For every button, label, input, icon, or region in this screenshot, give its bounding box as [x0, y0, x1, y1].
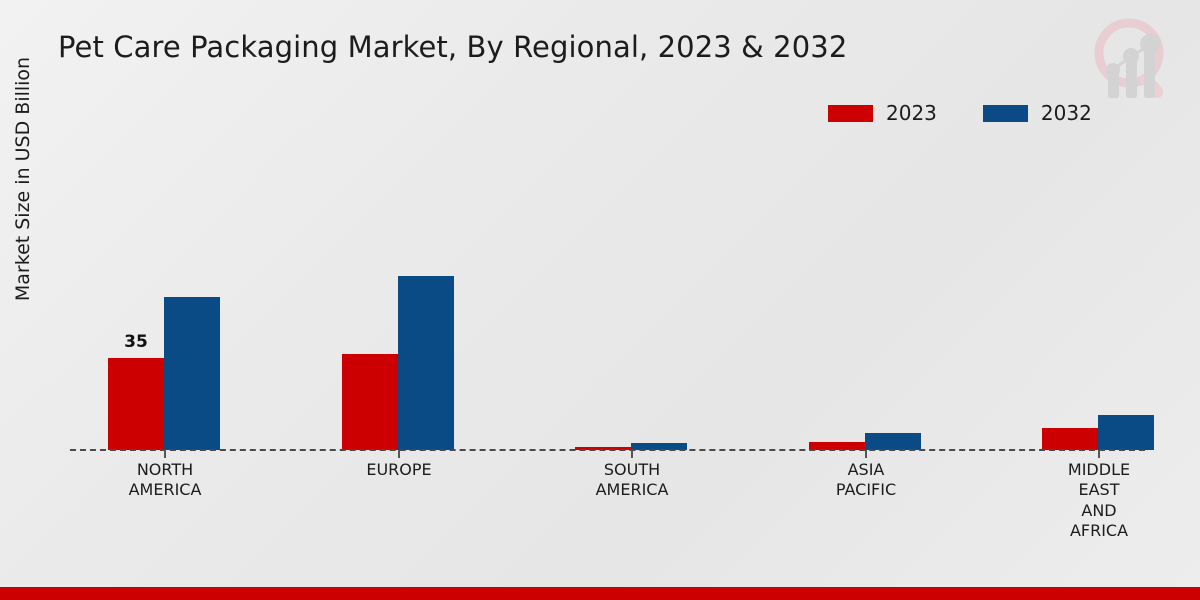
legend-item-2023[interactable]: 2023 [828, 103, 937, 123]
x-axis-label-asia-pacific: ASIA PACIFIC [835, 460, 897, 500]
legend-item-2032[interactable]: 2032 [982, 101, 1092, 125]
bar-2032-middle-east-and-africa[interactable] [1098, 415, 1154, 450]
chart-title: Pet Care Packaging Market, By Regional, … [58, 30, 848, 64]
y-axis-title: Market Size in USD Billion [12, 56, 34, 302]
bar-2023-north-america[interactable]: 35 [108, 332, 164, 450]
legend-label-2023: 2023 [886, 101, 937, 125]
bar-2023-europe[interactable] [342, 354, 398, 450]
x-axis-tick-asia-pacific [865, 450, 867, 458]
bottom-accent-strip [0, 587, 1200, 600]
plot-area: 35 [70, 150, 1154, 450]
x-axis-label-europe: EUROPE [366, 460, 432, 479]
x-axis-label-middle-east-and-africa: MIDDLE EAST AND AFRICA [1067, 460, 1131, 541]
x-axis-tick-north-america [164, 450, 166, 458]
x-axis-label-south-america: SOUTH AMERICA [595, 460, 669, 500]
x-axis-baseline [70, 449, 1145, 451]
x-axis-tick-south-america [631, 450, 633, 458]
x-axis-tick-middle-east-and-africa [1098, 450, 1100, 458]
bar-2032-europe[interactable] [398, 276, 454, 450]
bar-2032-south-america[interactable] [631, 443, 687, 450]
x-axis-label-north-america: NORTH AMERICA [128, 460, 202, 500]
legend-label-2032: 2032 [1040, 101, 1092, 125]
bar-2023-middle-east-and-africa[interactable] [1042, 428, 1098, 450]
legend-swatch-2032-icon [982, 104, 1028, 122]
bar-2023-asia-pacific[interactable] [809, 442, 865, 450]
market-research-future-logo-icon [1094, 18, 1164, 98]
chart-legend: 2023 2032 [828, 103, 1092, 123]
bar-value-2023-north-america: 35 [124, 332, 148, 352]
legend-swatch-2023-icon [828, 104, 873, 122]
x-axis-tick-europe [398, 450, 400, 458]
bar-2032-asia-pacific[interactable] [865, 433, 921, 450]
bar-2023-south-america[interactable] [575, 447, 631, 450]
bar-2032-north-america[interactable] [164, 297, 220, 450]
